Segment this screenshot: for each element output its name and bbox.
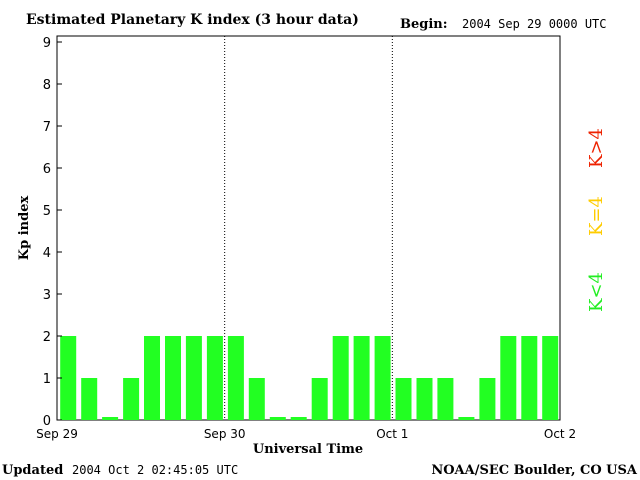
x-axis-label: Universal Time <box>253 442 363 457</box>
kp-bar <box>102 417 119 420</box>
kp-bar <box>332 336 349 420</box>
kp-bar <box>311 378 328 420</box>
kp-bar <box>60 336 77 420</box>
legend-item: K=4 <box>586 196 607 236</box>
y-tick-label: 8 <box>43 78 51 93</box>
kp-bar <box>227 336 244 420</box>
x-tick-label: Sep 29 <box>36 427 78 441</box>
y-tick-label: 5 <box>43 204 51 219</box>
kp-bar <box>248 378 265 420</box>
chart-title: Estimated Planetary K index (3 hour data… <box>26 12 359 28</box>
kp-bar <box>206 336 223 420</box>
kp-bar <box>542 336 559 420</box>
kp-bar <box>374 336 391 420</box>
x-tick-label: Sep 30 <box>204 427 246 441</box>
begin-label: Begin: <box>400 17 448 32</box>
kp-bar <box>437 378 454 420</box>
kp-bar <box>269 417 286 420</box>
kp-bar <box>500 336 517 420</box>
y-axis-label: Kp index <box>17 196 32 261</box>
kp-bar <box>81 378 98 420</box>
kp-bar <box>165 336 181 420</box>
y-tick-label: 1 <box>43 372 51 387</box>
kp-bar <box>395 378 412 420</box>
kp-bar <box>290 417 307 420</box>
y-tick-label: 0 <box>43 414 51 429</box>
kp-bar <box>458 417 475 420</box>
kp-bar <box>521 336 538 420</box>
plot-area <box>56 35 561 421</box>
kp-bar <box>353 336 370 420</box>
x-tick-label: Oct 1 <box>376 427 408 441</box>
y-tick-label: 3 <box>43 288 51 303</box>
kp-bar <box>416 378 433 420</box>
y-tick-label: 6 <box>43 162 51 177</box>
y-tick-label: 4 <box>43 246 51 261</box>
kp-bar <box>123 378 140 420</box>
day-separators <box>224 36 393 420</box>
legend: K<4 K=4 K>4 <box>586 128 607 312</box>
source-credit: NOAA/SEC Boulder, CO USA <box>431 463 638 478</box>
y-axis-ticks: 0 1 2 3 4 5 6 7 8 9 <box>43 36 62 429</box>
legend-item: K>4 <box>586 128 607 168</box>
x-axis-ticks: Sep 29 Sep 30 Oct 1 Oct 2 <box>36 427 576 441</box>
y-tick-label: 9 <box>43 36 51 51</box>
begin-value: 2004 Sep 29 0000 UTC <box>462 17 607 31</box>
bars-group <box>60 336 559 420</box>
x-tick-label: Oct 2 <box>544 427 576 441</box>
kp-bar <box>479 378 496 420</box>
updated-label: Updated <box>2 463 63 478</box>
kp-bar <box>185 336 202 420</box>
y-tick-label: 7 <box>43 120 51 135</box>
kp-bar <box>144 336 160 420</box>
y-tick-label: 2 <box>43 330 51 345</box>
updated-value: 2004 Oct 2 02:45:05 UTC <box>72 463 238 477</box>
legend-item: K<4 <box>586 272 607 312</box>
